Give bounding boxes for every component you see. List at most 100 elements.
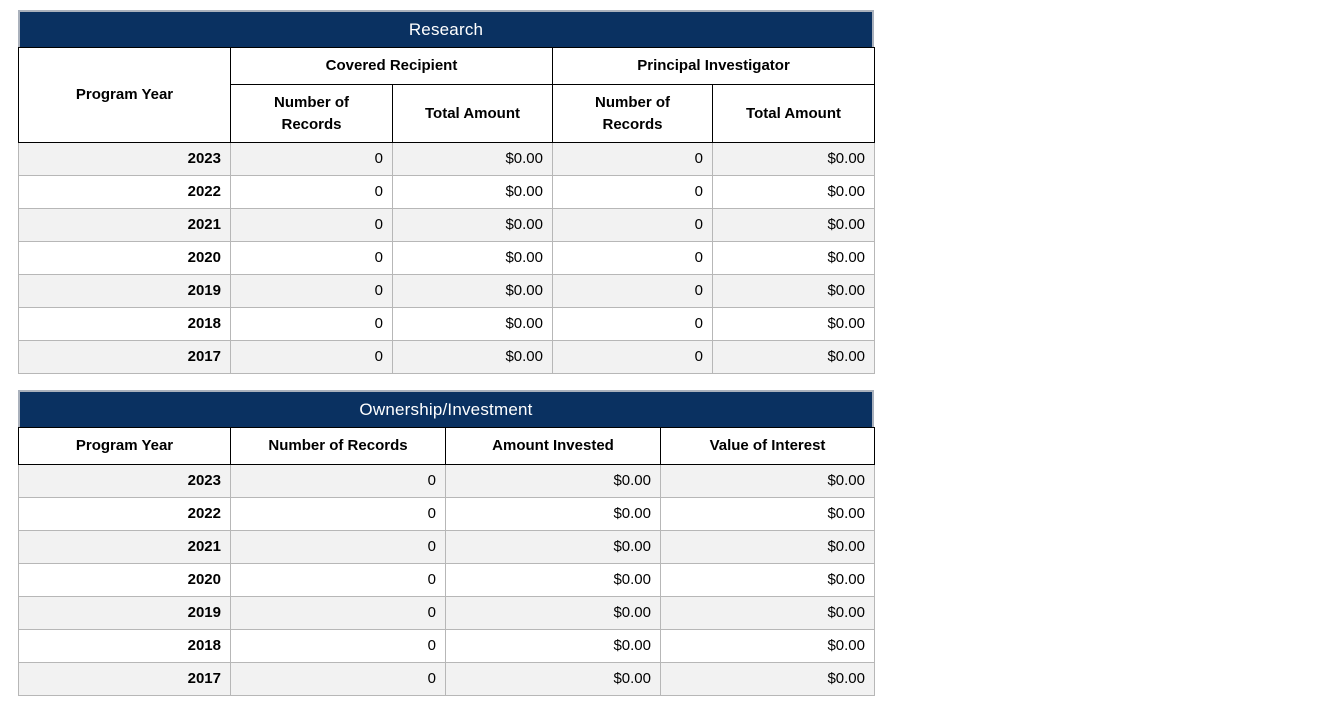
value-of-interest-cell: $0.00 (660, 530, 875, 564)
research-section: Research Program Year Covered Recipient … (18, 10, 876, 375)
table-row: 2022 0 $0.00 0 $0.00 (18, 175, 876, 210)
value-of-interest-cell: $0.00 (660, 497, 875, 531)
pi-records-cell: 0 (552, 307, 713, 342)
table-row: 2023 0 $0.00 $0.00 (18, 464, 875, 498)
program-year-cell: 2020 (18, 241, 231, 276)
cr-records-cell: 0 (230, 274, 393, 309)
pi-total-cell: $0.00 (711, 142, 876, 177)
header-group-covered-recipient: Covered Recipient (230, 47, 553, 85)
cr-records-cell: 0 (230, 307, 393, 342)
header-cr-number-of-records-label: Number of Records (274, 93, 349, 133)
table-row: 2020 0 $0.00 0 $0.00 (18, 241, 876, 276)
amount-invested-cell: $0.00 (445, 563, 661, 597)
ownership-table-body: 2023 0 $0.00 $0.00 2022 0 $0.00 $0.00 20… (18, 464, 875, 696)
amount-invested-cell: $0.00 (445, 596, 661, 630)
table-row: 2021 0 $0.00 0 $0.00 (18, 208, 876, 243)
records-cell: 0 (230, 596, 446, 630)
cr-total-cell: $0.00 (392, 241, 553, 276)
records-cell: 0 (230, 497, 446, 531)
pi-records-cell: 0 (552, 241, 713, 276)
table-row: 2023 0 $0.00 0 $0.00 (18, 142, 876, 177)
cr-records-cell: 0 (230, 241, 393, 276)
cr-records-cell: 0 (230, 142, 393, 177)
ownership-section: Ownership/Investment Program Year Number… (18, 390, 875, 696)
program-year-cell: 2017 (18, 662, 231, 696)
pi-total-cell: $0.00 (711, 274, 876, 309)
program-year-cell: 2019 (18, 596, 231, 630)
header-group-principal-investigator: Principal Investigator (551, 47, 876, 85)
cr-records-cell: 0 (230, 340, 393, 375)
records-cell: 0 (230, 563, 446, 597)
cr-total-cell: $0.00 (392, 208, 553, 243)
research-table-title: Research (18, 10, 874, 47)
header-pi-number-of-records-label: Number of Records (595, 93, 670, 133)
table-row: 2019 0 $0.00 0 $0.00 (18, 274, 876, 309)
program-year-cell: 2018 (18, 307, 231, 342)
records-cell: 0 (230, 530, 446, 564)
program-year-cell: 2023 (18, 142, 231, 177)
pi-records-cell: 0 (552, 274, 713, 309)
table-row: 2021 0 $0.00 $0.00 (18, 530, 875, 564)
header-program-year: Program Year (18, 427, 231, 465)
header-number-of-records: Number of Records (230, 427, 446, 465)
cr-records-cell: 0 (230, 208, 393, 243)
pi-total-cell: $0.00 (711, 208, 876, 243)
records-cell: 0 (230, 464, 446, 498)
cr-total-cell: $0.00 (392, 142, 553, 177)
header-cr-total-amount: Total Amount (392, 83, 553, 144)
records-cell: 0 (230, 662, 446, 696)
program-year-cell: 2021 (18, 208, 231, 243)
ownership-table-title: Ownership/Investment (18, 390, 874, 428)
amount-invested-cell: $0.00 (445, 464, 661, 498)
amount-invested-cell: $0.00 (445, 662, 661, 696)
pi-total-cell: $0.00 (711, 307, 876, 342)
pi-records-cell: 0 (552, 142, 713, 177)
header-amount-invested: Amount Invested (445, 427, 661, 465)
table-row: 2022 0 $0.00 $0.00 (18, 497, 875, 531)
ownership-table-header: Program Year Number of Records Amount In… (18, 427, 875, 465)
pi-records-cell: 0 (552, 208, 713, 243)
table-row: 2018 0 $0.00 0 $0.00 (18, 307, 876, 342)
table-row: 2019 0 $0.00 $0.00 (18, 596, 875, 630)
cr-total-cell: $0.00 (392, 274, 553, 309)
value-of-interest-cell: $0.00 (660, 629, 875, 663)
program-year-cell: 2019 (18, 274, 231, 309)
program-year-cell: 2023 (18, 464, 231, 498)
program-year-cell: 2022 (18, 497, 231, 531)
pi-total-cell: $0.00 (711, 241, 876, 276)
amount-invested-cell: $0.00 (445, 530, 661, 564)
value-of-interest-cell: $0.00 (660, 662, 875, 696)
table-row: 2017 0 $0.00 $0.00 (18, 662, 875, 696)
program-year-cell: 2022 (18, 175, 231, 210)
value-of-interest-cell: $0.00 (660, 563, 875, 597)
table-row: 2017 0 $0.00 0 $0.00 (18, 340, 876, 375)
program-year-cell: 2017 (18, 340, 231, 375)
pi-records-cell: 0 (552, 340, 713, 375)
table-row: 2018 0 $0.00 $0.00 (18, 629, 875, 663)
research-table-body: 2023 0 $0.00 0 $0.00 2022 0 $0.00 0 $0.0… (18, 142, 876, 375)
cr-total-cell: $0.00 (392, 340, 553, 375)
header-program-year: Program Year (18, 46, 231, 144)
cr-total-cell: $0.00 (392, 307, 553, 342)
cr-records-cell: 0 (230, 175, 393, 210)
table-row: 2020 0 $0.00 $0.00 (18, 563, 875, 597)
program-year-cell: 2018 (18, 629, 231, 663)
value-of-interest-cell: $0.00 (660, 464, 875, 498)
pi-total-cell: $0.00 (711, 340, 876, 375)
header-cr-number-of-records: Number of Records (230, 83, 393, 144)
records-cell: 0 (230, 629, 446, 663)
pi-total-cell: $0.00 (711, 175, 876, 210)
program-year-cell: 2020 (18, 563, 231, 597)
ownership-table: Program Year Number of Records Amount In… (18, 427, 875, 696)
value-of-interest-cell: $0.00 (660, 596, 875, 630)
pi-records-cell: 0 (552, 175, 713, 210)
research-table-header: Program Year Covered Recipient Principal… (18, 46, 876, 144)
amount-invested-cell: $0.00 (445, 629, 661, 663)
cr-total-cell: $0.00 (392, 175, 553, 210)
research-table: Program Year Covered Recipient Principal… (18, 46, 876, 375)
amount-invested-cell: $0.00 (445, 497, 661, 531)
header-pi-total-amount: Total Amount (711, 83, 876, 144)
header-value-of-interest: Value of Interest (660, 427, 875, 465)
program-year-cell: 2021 (18, 530, 231, 564)
